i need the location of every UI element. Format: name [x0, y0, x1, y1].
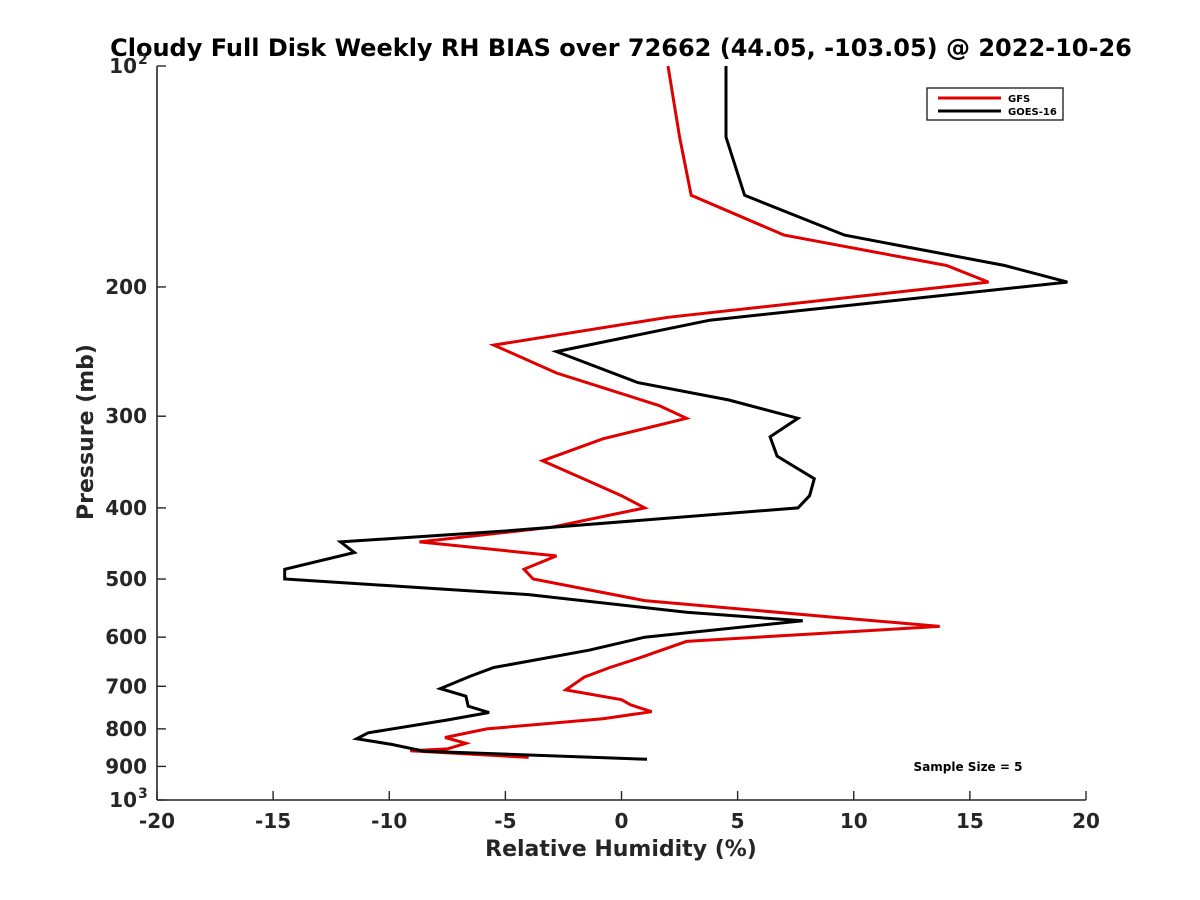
x-tick-label: 20	[1072, 809, 1100, 833]
chart-title: Cloudy Full Disk Weekly RH BIAS over 726…	[110, 34, 1132, 62]
y-tick-label: 500	[105, 567, 147, 591]
series-line-gfs	[410, 65, 990, 759]
x-tick-label: -5	[494, 809, 516, 833]
legend-box	[926, 87, 1064, 121]
y-tick-label: 700	[105, 674, 147, 698]
legend-entry: GOES-16	[1008, 107, 1057, 118]
series-lines	[283, 65, 1068, 761]
x-tick-label: 0	[615, 809, 629, 833]
x-tick-label: 5	[731, 809, 745, 833]
x-tick-label: 15	[956, 809, 984, 833]
x-axis-label: Relative Humidity (%)	[485, 837, 757, 862]
y-axis-label: Pressure (mb)	[74, 344, 99, 520]
y-tick-label: 300	[105, 404, 147, 428]
y-tick-exponent: 3	[138, 786, 148, 802]
y-tick-label: 10	[109, 54, 137, 78]
x-tick-label: -10	[371, 809, 407, 833]
y-tick-label: 200	[105, 275, 147, 299]
y-tick-label: 400	[105, 496, 147, 520]
x-tick-label: -15	[255, 809, 291, 833]
y-tick-label: 800	[105, 717, 147, 741]
legend-entry: GFS	[1008, 94, 1030, 105]
series-line-goes-16	[283, 66, 1068, 761]
y-tick-label: 900	[105, 754, 147, 778]
x-tick-label: -20	[139, 809, 175, 833]
legend: GFS GOES-16	[926, 87, 1064, 121]
y-tick-label: 10	[109, 788, 137, 812]
y-tick-exponent: 2	[138, 52, 148, 68]
x-tick-label: 10	[840, 809, 868, 833]
sample-size-annotation: Sample Size = 5	[914, 760, 1023, 774]
axes	[156, 65, 1087, 801]
y-tick-label: 600	[105, 625, 147, 649]
